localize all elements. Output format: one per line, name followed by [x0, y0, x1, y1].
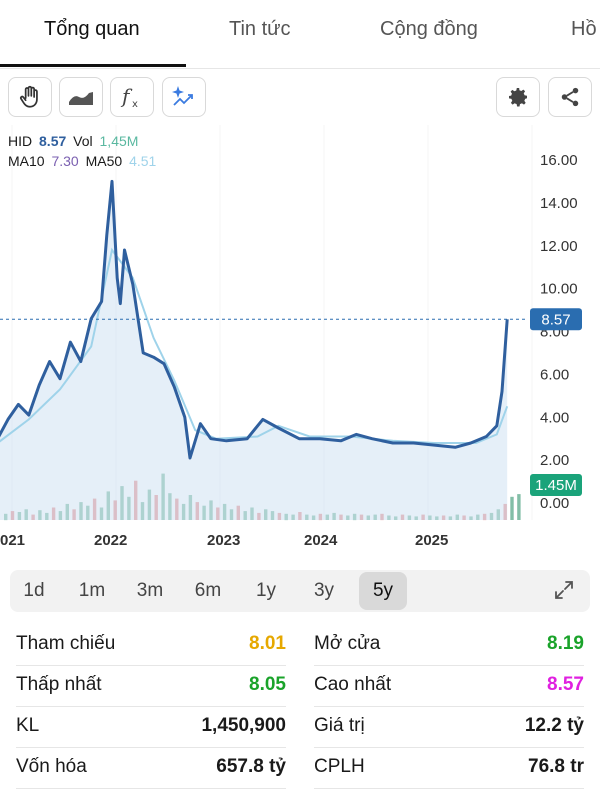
volume-bar: [517, 494, 521, 520]
period-6m[interactable]: 6m: [194, 580, 222, 601]
volume-bar: [510, 496, 514, 520]
stat-value: 8.19: [547, 633, 584, 654]
tab-news[interactable]: Tin tức: [229, 18, 291, 40]
tab-community[interactable]: Cộng đồng: [380, 18, 478, 40]
svg-text:x: x: [132, 99, 138, 110]
stat-value: 8.57: [547, 674, 584, 695]
y-tick-label: 14.00: [540, 195, 578, 212]
y-tick-label: 10.00: [540, 281, 578, 298]
legend-ma50-value: 4.51: [129, 153, 157, 169]
period-5y[interactable]: 5y: [359, 572, 407, 610]
stat-label: Giá trị: [314, 715, 365, 736]
y-tick-label: 16.00: [540, 152, 578, 169]
legend-price: 8.57: [39, 133, 67, 149]
stat-value: 8.05: [249, 674, 286, 695]
sparkle-chart-icon: [170, 83, 198, 111]
stat-value: 12.2 tỷ: [524, 715, 584, 736]
tab-profile[interactable]: Hồ: [571, 18, 597, 40]
stat-value-traded: Giá trị 12.2 tỷ: [314, 707, 584, 748]
stat-label: Thấp nhất: [16, 674, 102, 695]
tab-bar: Tổng quan Tin tức Cộng đồng Hồ: [0, 0, 600, 69]
share-button[interactable]: [548, 77, 592, 117]
stat-high: Cao nhất 8.57: [314, 666, 584, 707]
y-tick-label: 12.00: [540, 238, 578, 255]
period-1y[interactable]: 1y: [255, 580, 277, 601]
y-tick-label: 2.00: [540, 452, 569, 469]
x-tick-label: 2025: [415, 532, 448, 549]
volume-badge: [530, 474, 582, 496]
price-badge: [530, 308, 582, 331]
settings-button[interactable]: [496, 77, 540, 117]
legend-ma50-label: MA50: [85, 153, 123, 169]
stat-volume: KL 1,450,900: [16, 707, 286, 748]
stat-reference: Tham chiếu 8.01: [16, 625, 286, 666]
period-selector: 1d 1m 3m 6m 1y 3y 5y: [10, 570, 590, 612]
stat-open: Mở cửa 8.19: [314, 625, 584, 666]
period-3m[interactable]: 3m: [136, 580, 164, 601]
hand-icon: [17, 84, 43, 110]
price-chart[interactable]: 16.00 14.00 12.00 10.00 8.00 6.00 4.00 2.00 0.00…: [0, 125, 600, 555]
y-tick-label: 6.00: [540, 366, 569, 383]
x-tick-label: 2022: [94, 532, 127, 549]
stat-value: 1,450,900: [201, 715, 286, 736]
share-icon: [559, 86, 581, 108]
chart-legend-price: HID 8.57 Vol 1,45M: [8, 133, 141, 149]
expand-icon[interactable]: [552, 578, 576, 607]
price-line: [0, 179, 509, 460]
stat-label: KL: [16, 715, 40, 736]
stat-value: 76.8 tr: [528, 756, 584, 777]
area-chart-icon: [67, 86, 95, 108]
stat-label: Mở cửa: [314, 633, 381, 654]
period-3y[interactable]: 3y: [313, 580, 335, 601]
stat-low: Thấp nhất 8.05: [16, 666, 286, 707]
legend-ticker: HID: [8, 133, 33, 149]
chart-canvas: 16.0014.0012.0010.008.006.004.002.000.00…: [0, 125, 582, 549]
price-area-fill: [0, 181, 508, 520]
legend-vol-value: 1,45M: [99, 133, 139, 149]
period-1d[interactable]: 1d: [23, 580, 45, 601]
period-1m[interactable]: 1m: [78, 580, 106, 601]
x-tick-label: 021: [0, 532, 25, 549]
legend-vol-label: Vol: [73, 133, 93, 149]
stat-value: 657.8 tỷ: [216, 756, 286, 777]
stat-label: Cao nhất: [314, 674, 392, 695]
chart-type-button[interactable]: [59, 77, 103, 117]
ai-analysis-button[interactable]: [162, 77, 206, 117]
stat-label: Tham chiếu: [16, 633, 116, 654]
y-tick-label: 0.00: [540, 495, 569, 512]
tab-overview[interactable]: Tổng quan: [44, 18, 140, 40]
legend-ma10-value: 7.30: [51, 153, 79, 169]
draw-tool-button[interactable]: [8, 77, 52, 117]
stat-value: 8.01: [249, 633, 286, 654]
stat-label: CPLH: [314, 756, 365, 777]
active-tab-indicator: [0, 64, 186, 67]
stat-market-cap: Vốn hóa 657.8 tỷ: [16, 748, 286, 789]
stat-label: Vốn hóa: [16, 756, 87, 777]
stat-shares-outstanding: CPLH 76.8 tr: [314, 748, 584, 789]
gear-icon: [506, 85, 530, 109]
chart-legend-ma: MA10 7.30 MA50 4.51: [8, 153, 159, 169]
x-tick-label: 2023: [207, 532, 240, 549]
price-badge-label: 8.57: [541, 311, 570, 328]
x-tick-label: 2024: [304, 532, 338, 549]
volume-badge-label: 1.45M: [535, 477, 577, 494]
legend-ma10-label: MA10: [8, 153, 45, 169]
y-tick-label: 4.00: [540, 409, 569, 426]
